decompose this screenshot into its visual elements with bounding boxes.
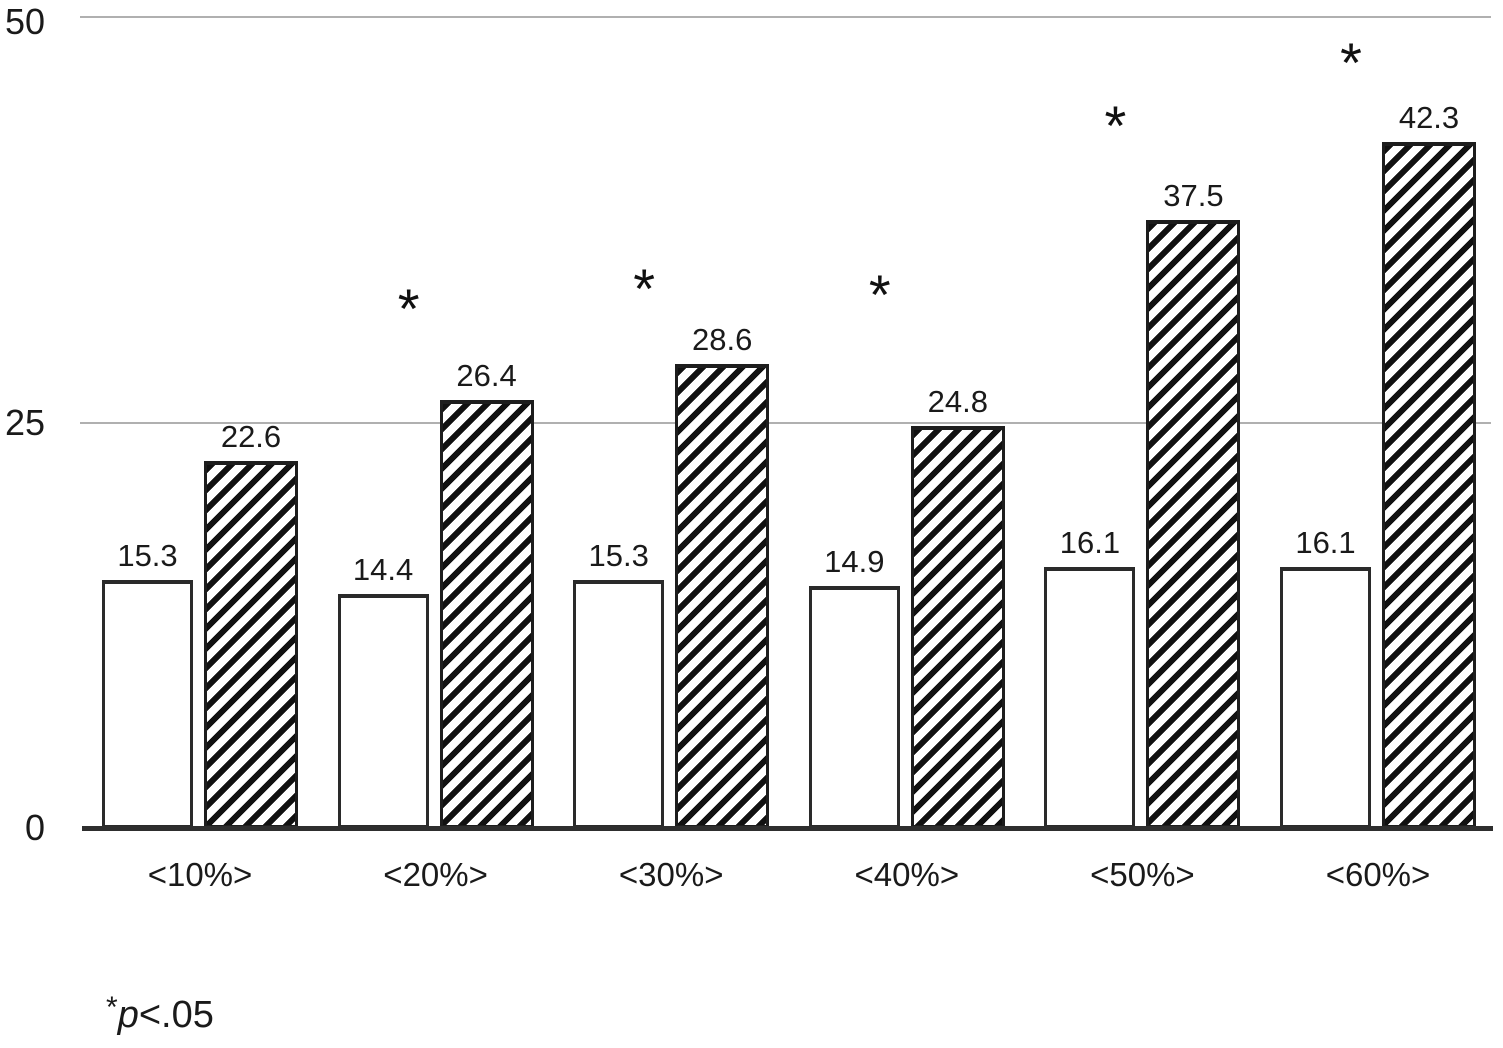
x-axis-category-label: <40%> [854,856,960,893]
bar-hatched [204,461,298,828]
bar-value-label: 26.4 [456,357,517,393]
bar-solid [102,579,193,828]
bar-hatched [1146,219,1241,828]
significance-footnote: *p<.05 [106,991,214,1041]
bar-hatched [675,364,770,828]
footnote-p-symbol: p [117,994,139,1036]
x-axis-category-label: <60%> [1325,856,1431,893]
y-axis-tick-label: 0 [24,807,45,848]
bar-value-label: 37.5 [1163,177,1224,213]
bar-value-label: 28.6 [692,322,753,358]
bar-value-label: 14.9 [824,544,885,580]
bar-value-label: 16.1 [1295,524,1356,560]
x-axis-category-label: <50%> [1090,856,1195,893]
x-axis-category-label: <10%> [147,856,253,893]
footnote-threshold: <.05 [138,994,214,1036]
bar-value-label: 22.6 [220,419,282,455]
significance-asterisk: * [397,276,420,340]
x-axis-baseline [82,826,1493,831]
significance-asterisk: * [633,257,656,321]
bar-solid [573,579,665,828]
bar-value-label: 15.3 [588,537,649,573]
significance-asterisk: * [1104,93,1127,157]
bar-solid [1044,566,1136,828]
significance-asterisk: * [1340,30,1362,94]
y-axis-tick-label: 50 [4,1,45,42]
bar-solid [808,586,900,828]
bar-value-label: 42.3 [1398,99,1460,135]
y-axis-tick-label: 25 [4,401,45,443]
bar-value-label: 24.8 [927,383,988,419]
x-axis-category-label: <20%> [383,856,488,893]
bar-value-label: 16.1 [1059,524,1121,560]
bar-solid [1280,566,1371,828]
footnote-asterisk: * [106,991,118,1024]
bar-hatched [1382,141,1476,828]
bar-solid [337,594,429,828]
bar-value-label: 14.4 [352,552,414,588]
significance-asterisk: * [868,262,891,326]
bar-value-label: 15.3 [117,537,178,573]
bar-hatched [439,399,534,828]
x-axis-category-label: <30%> [618,856,724,893]
gridline-25 [80,421,1491,424]
gridline-50 [80,16,1491,18]
bar-hatched [910,425,1005,828]
